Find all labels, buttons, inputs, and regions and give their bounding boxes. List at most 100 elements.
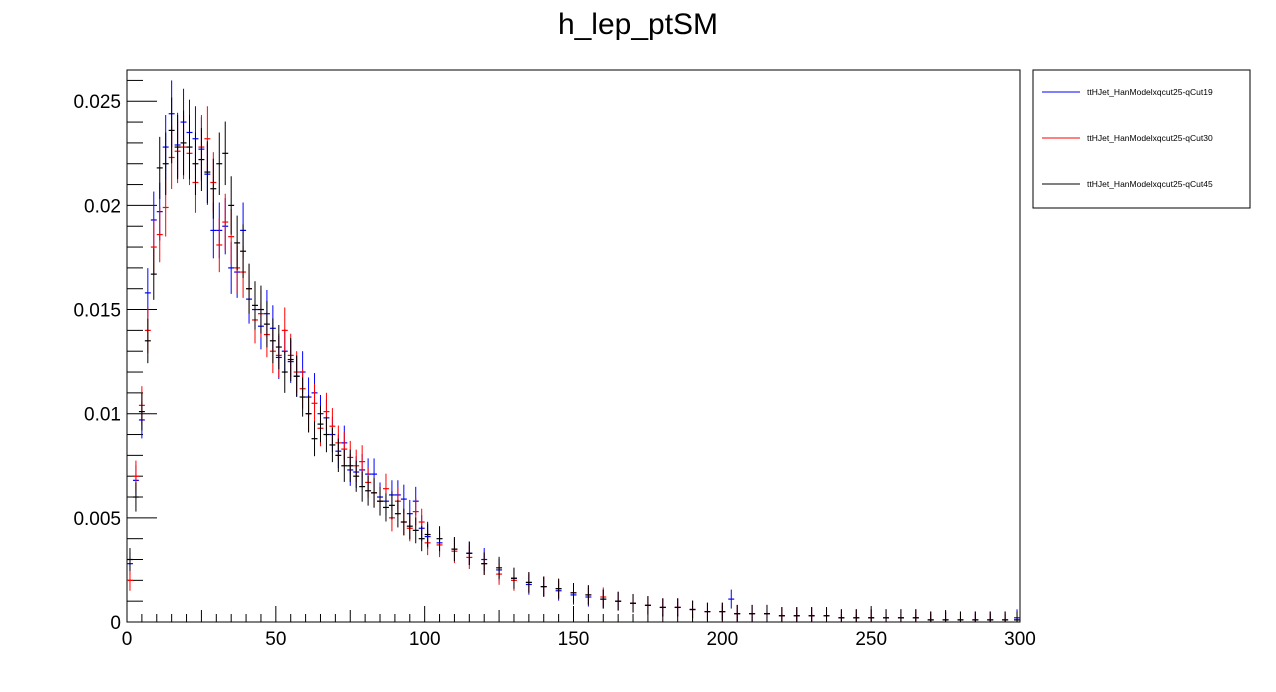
data-point bbox=[359, 471, 366, 502]
data-point bbox=[644, 596, 651, 615]
series-1 bbox=[127, 80, 1020, 622]
data-point bbox=[168, 97, 175, 164]
data-point bbox=[216, 132, 223, 195]
data-point bbox=[293, 355, 300, 397]
x-tick-label: 250 bbox=[855, 629, 887, 650]
data-point bbox=[204, 141, 211, 203]
data-point bbox=[570, 583, 577, 603]
data-point bbox=[382, 493, 389, 522]
data-point bbox=[838, 609, 845, 622]
data-point bbox=[912, 609, 919, 622]
data-point bbox=[246, 263, 253, 314]
y-tick-label: 0.025 bbox=[73, 92, 121, 113]
data-point bbox=[240, 224, 247, 279]
legend-box bbox=[1032, 69, 1251, 209]
x-tick-label: 50 bbox=[265, 629, 286, 650]
x-tick-label: 0 bbox=[122, 629, 133, 650]
data-point bbox=[778, 607, 785, 622]
data-point bbox=[400, 508, 407, 536]
data-point bbox=[615, 591, 622, 611]
data-point bbox=[281, 351, 288, 393]
data-point bbox=[394, 499, 401, 528]
data-point bbox=[418, 526, 425, 552]
data-point bbox=[162, 132, 169, 195]
data-point bbox=[808, 607, 815, 622]
data-point bbox=[481, 552, 488, 575]
data-point bbox=[347, 449, 354, 482]
legend-label: ttHJet_HanModelxqcut25-qCut19 bbox=[1087, 87, 1213, 97]
data-point bbox=[257, 285, 264, 334]
y-tick-label: 0.005 bbox=[73, 509, 121, 530]
y-tick-label: 0.015 bbox=[73, 301, 121, 322]
data-point bbox=[234, 215, 241, 271]
data-point bbox=[927, 611, 934, 622]
data-point bbox=[793, 607, 800, 622]
data-point bbox=[198, 128, 205, 192]
data-point bbox=[734, 604, 741, 622]
data-point bbox=[317, 405, 324, 443]
data-point bbox=[323, 416, 330, 453]
data-point bbox=[371, 478, 378, 508]
data-point bbox=[329, 427, 336, 463]
data-point bbox=[365, 475, 372, 506]
data-point bbox=[127, 569, 133, 591]
legend-label: ttHJet_HanModelxqcut25-qCut30 bbox=[1087, 133, 1213, 143]
data-point bbox=[987, 611, 994, 622]
data-point bbox=[275, 324, 282, 370]
legend: ttHJet_HanModelxqcut25-qCut19 ttHJet_HanM… bbox=[1032, 69, 1251, 209]
data-point bbox=[281, 307, 288, 354]
axes: 0 50 100 150 200 250 300 0 0.005 0.01 0.015 0.02 0.0… bbox=[73, 79, 1036, 650]
data-point bbox=[138, 392, 145, 431]
data-point bbox=[252, 281, 258, 330]
data-point bbox=[1014, 611, 1020, 622]
series-2 bbox=[127, 106, 1020, 622]
data-point bbox=[412, 517, 419, 544]
data-point bbox=[525, 572, 532, 593]
data-point bbox=[424, 521, 431, 548]
data-point bbox=[388, 491, 395, 520]
data-point bbox=[719, 602, 726, 621]
data-point bbox=[883, 609, 890, 622]
data-point bbox=[555, 578, 562, 599]
data-point bbox=[466, 541, 473, 566]
data-point bbox=[156, 206, 163, 263]
series-3 bbox=[127, 97, 1020, 622]
data-point bbox=[222, 121, 229, 186]
data-point bbox=[764, 604, 770, 622]
data-point bbox=[868, 609, 875, 622]
data-point bbox=[451, 537, 458, 562]
data-point bbox=[192, 132, 199, 195]
data-point bbox=[1002, 611, 1009, 622]
data-point bbox=[127, 548, 133, 571]
data-point bbox=[299, 377, 306, 417]
data-point bbox=[305, 394, 312, 433]
data-point bbox=[311, 384, 318, 423]
data-point bbox=[216, 217, 223, 273]
x-tick-label: 150 bbox=[558, 629, 590, 650]
legend-entry: ttHJet_HanModelxqcut25-qCut30 bbox=[1042, 133, 1213, 143]
x-tick-label: 200 bbox=[706, 629, 738, 650]
data-point bbox=[728, 589, 735, 609]
data-point bbox=[496, 556, 503, 579]
data-point bbox=[144, 318, 151, 364]
data-point bbox=[600, 589, 607, 609]
data-point bbox=[823, 607, 830, 622]
data-point bbox=[341, 449, 348, 482]
data-point bbox=[972, 611, 979, 622]
data-point bbox=[897, 609, 904, 622]
data-point bbox=[228, 176, 235, 235]
data-point bbox=[749, 604, 756, 622]
data-point bbox=[689, 600, 696, 619]
data-point bbox=[287, 338, 294, 381]
data-point bbox=[222, 193, 229, 251]
y-tick-label: 0.02 bbox=[84, 196, 121, 217]
data-point bbox=[630, 593, 637, 613]
data-point bbox=[704, 602, 711, 621]
data-point bbox=[942, 611, 949, 622]
x-tick-label: 100 bbox=[409, 629, 441, 650]
data-point bbox=[180, 110, 187, 176]
data-point bbox=[335, 438, 342, 473]
chart-title: h_lep_ptSM bbox=[558, 8, 718, 41]
data-point bbox=[311, 421, 318, 457]
